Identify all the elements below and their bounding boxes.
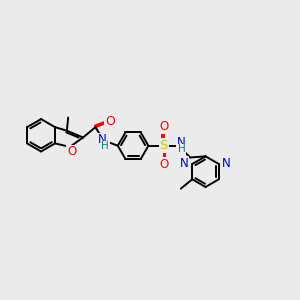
Text: N: N [222,157,231,170]
Text: O: O [67,146,76,158]
Text: N: N [177,136,186,149]
Text: O: O [159,158,168,171]
Text: S: S [160,139,168,152]
Text: N: N [180,157,189,170]
Text: N: N [98,133,106,146]
Text: H: H [101,141,109,151]
Text: O: O [105,116,115,128]
Text: H: H [178,144,185,154]
Text: O: O [159,120,168,134]
